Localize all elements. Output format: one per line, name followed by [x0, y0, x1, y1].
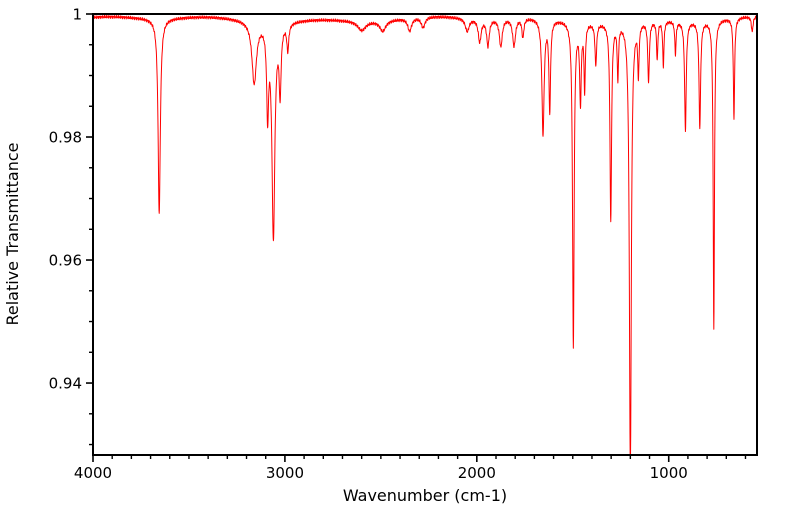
x-tick-label: 4000 — [74, 464, 112, 482]
y-axis-label: Relative Transmittance — [3, 142, 22, 325]
y-tick-label: 0.94 — [49, 374, 82, 392]
spectrum-line — [92, 14, 758, 455]
y-tick-label: 0.98 — [49, 128, 82, 146]
x-tick-label: 3000 — [266, 464, 304, 482]
plot-layer: 4000 3000 2000 1000 1 0.98 0.96 0.94 — [49, 5, 758, 482]
x-tick-label: 1000 — [650, 464, 688, 482]
plot-frame — [92, 13, 758, 456]
x-tick-label: 2000 — [458, 464, 496, 482]
x-axis-label: Wavenumber (cm-1) — [343, 486, 507, 505]
y-tick-label: 1 — [72, 5, 82, 23]
y-tick-label: 0.96 — [49, 251, 82, 269]
